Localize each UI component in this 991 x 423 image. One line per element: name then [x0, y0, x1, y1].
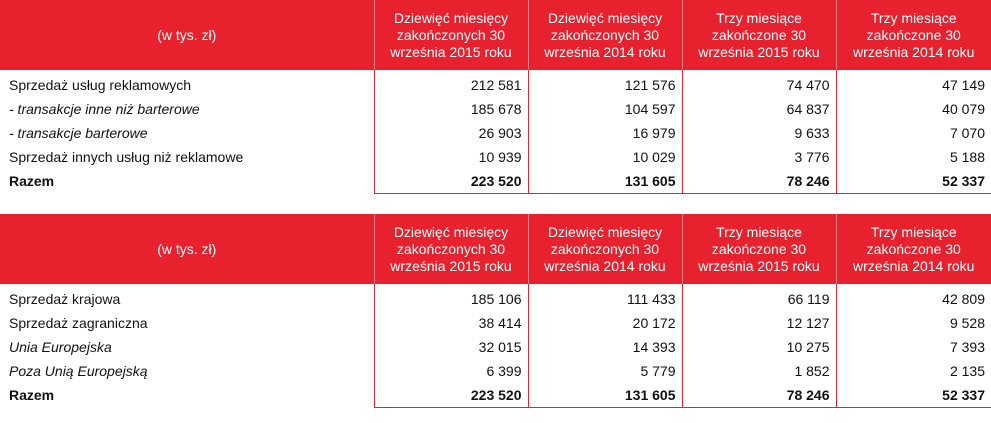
table-row: Unia Europejska 32 015 14 393 10 275 7 3…: [0, 335, 991, 359]
cell-value: 223 520: [374, 383, 528, 408]
unit-label: (w tys. zł): [0, 214, 374, 284]
row-label: Razem: [0, 169, 374, 194]
cell-value: 223 520: [374, 169, 528, 194]
cell-value: 131 605: [528, 169, 682, 194]
cell-value: 185 678: [374, 97, 528, 121]
cell-value: 212 581: [374, 70, 528, 97]
table-row: Sprzedaż zagraniczna 38 414 20 172 12 12…: [0, 311, 991, 335]
cell-value: 74 470: [682, 70, 836, 97]
cell-value: 185 106: [374, 284, 528, 311]
total-row: Razem 223 520 131 605 78 246 52 337: [0, 169, 991, 194]
table-header-row: (w tys. zł) Dziewięć miesięcy zakończony…: [0, 0, 991, 70]
column-header: Trzy miesiące zakończone 30 września 201…: [682, 0, 836, 70]
cell-value: 5 188: [836, 145, 991, 169]
cell-value: 47 149: [836, 70, 991, 97]
column-header: Dziewięć miesięcy zakończonych 30 wrześn…: [374, 0, 528, 70]
revenue-by-type-table: (w tys. zł) Dziewięć miesięcy zakończony…: [0, 0, 991, 194]
cell-value: 26 903: [374, 121, 528, 145]
row-label: Razem: [0, 383, 374, 408]
cell-value: 52 337: [836, 169, 991, 194]
total-row: Razem 223 520 131 605 78 246 52 337: [0, 383, 991, 408]
table-row: Poza Unią Europejską 6 399 5 779 1 852 2…: [0, 359, 991, 383]
cell-value: 42 809: [836, 284, 991, 311]
cell-value: 52 337: [836, 383, 991, 408]
cell-value: 111 433: [528, 284, 682, 311]
row-label: - transakcje barterowe: [0, 121, 374, 145]
cell-value: 78 246: [682, 383, 836, 408]
column-header: Trzy miesiące zakończone 30 września 201…: [836, 214, 991, 284]
cell-value: 121 576: [528, 70, 682, 97]
row-label: Unia Europejska: [0, 335, 374, 359]
cell-value: 131 605: [528, 383, 682, 408]
row-label: Sprzedaż krajowa: [0, 284, 374, 311]
cell-value: 66 119: [682, 284, 836, 311]
column-header: Dziewięć miesięcy zakończonych 30 wrześn…: [374, 214, 528, 284]
cell-value: 9 633: [682, 121, 836, 145]
row-label: Sprzedaż usług reklamowych: [0, 70, 374, 97]
table-row: - transakcje barterowe 26 903 16 979 9 6…: [0, 121, 991, 145]
cell-value: 14 393: [528, 335, 682, 359]
cell-value: 78 246: [682, 169, 836, 194]
cell-value: 38 414: [374, 311, 528, 335]
table-row: - transakcje inne niż barterowe 185 678 …: [0, 97, 991, 121]
cell-value: 3 776: [682, 145, 836, 169]
column-header: Trzy miesiące zakończone 30 września 201…: [682, 214, 836, 284]
revenue-by-region-table: (w tys. zł) Dziewięć miesięcy zakończony…: [0, 214, 991, 408]
cell-value: 9 528: [836, 311, 991, 335]
row-label: Poza Unią Europejską: [0, 359, 374, 383]
cell-value: 1 852: [682, 359, 836, 383]
row-label: - transakcje inne niż barterowe: [0, 97, 374, 121]
cell-value: 7 393: [836, 335, 991, 359]
cell-value: 10 029: [528, 145, 682, 169]
cell-value: 6 399: [374, 359, 528, 383]
column-header: Dziewięć miesięcy zakończonych 30 wrześn…: [528, 214, 682, 284]
table-row: Sprzedaż innych usług niż reklamowe 10 9…: [0, 145, 991, 169]
table-row: Sprzedaż krajowa 185 106 111 433 66 119 …: [0, 284, 991, 311]
cell-value: 104 597: [528, 97, 682, 121]
table-row: Sprzedaż usług reklamowych 212 581 121 5…: [0, 70, 991, 97]
cell-value: 10 939: [374, 145, 528, 169]
row-label: Sprzedaż zagraniczna: [0, 311, 374, 335]
cell-value: 10 275: [682, 335, 836, 359]
cell-value: 32 015: [374, 335, 528, 359]
cell-value: 12 127: [682, 311, 836, 335]
cell-value: 5 779: [528, 359, 682, 383]
cell-value: 2 135: [836, 359, 991, 383]
cell-value: 64 837: [682, 97, 836, 121]
cell-value: 7 070: [836, 121, 991, 145]
unit-label: (w tys. zł): [0, 0, 374, 70]
cell-value: 40 079: [836, 97, 991, 121]
cell-value: 20 172: [528, 311, 682, 335]
column-header: Trzy miesiące zakończone 30 września 201…: [836, 0, 991, 70]
column-header: Dziewięć miesięcy zakończonych 30 wrześn…: [528, 0, 682, 70]
row-label: Sprzedaż innych usług niż reklamowe: [0, 145, 374, 169]
table-header-row: (w tys. zł) Dziewięć miesięcy zakończony…: [0, 214, 991, 284]
cell-value: 16 979: [528, 121, 682, 145]
